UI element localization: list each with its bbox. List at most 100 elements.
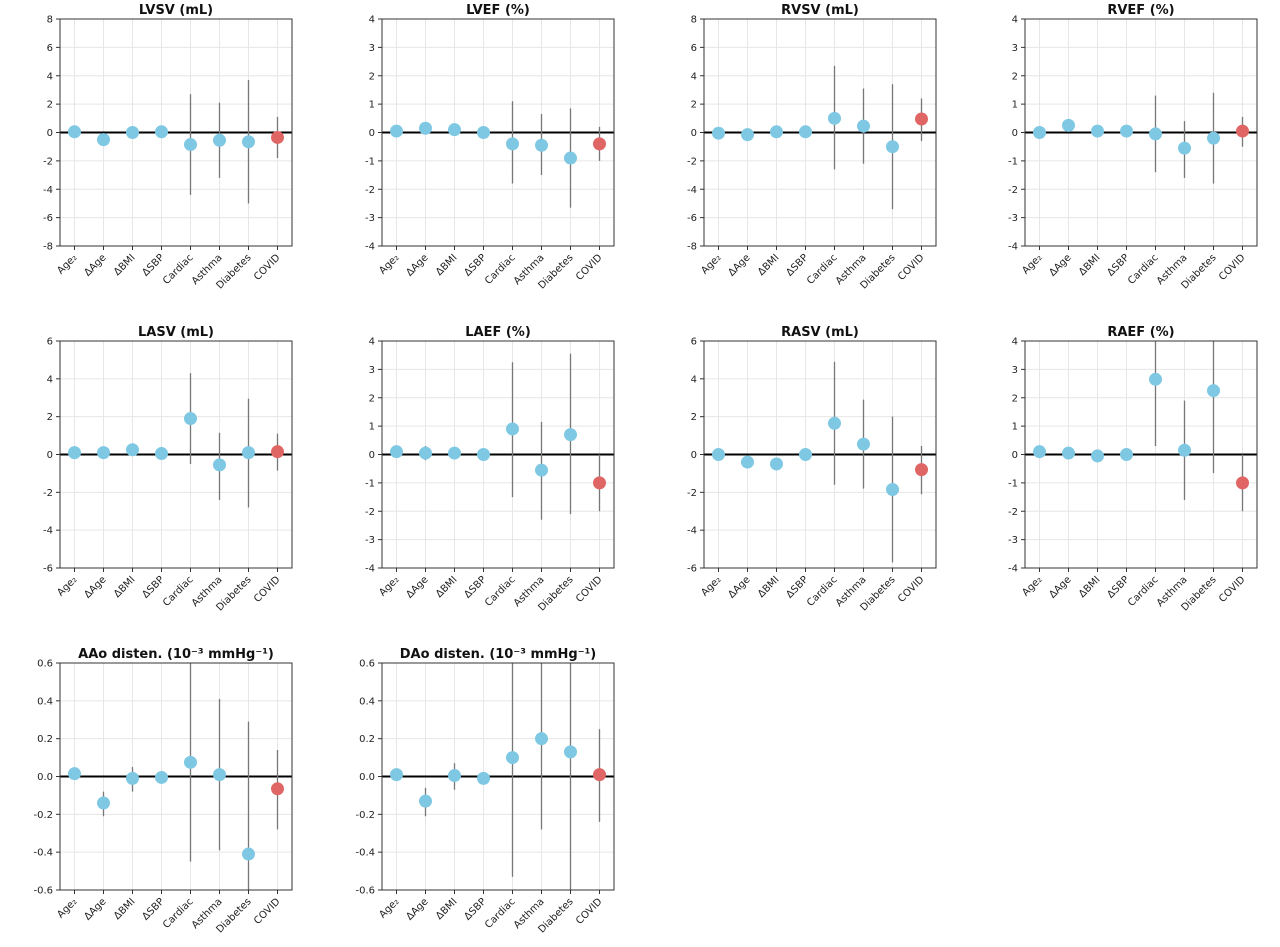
data-point xyxy=(857,437,870,451)
x-tick-label: ΔAge xyxy=(82,896,108,922)
x-tick-label: ΔSBP xyxy=(462,574,488,600)
y-tick-label: 0 xyxy=(691,128,697,139)
data-point xyxy=(564,151,577,165)
covid-point xyxy=(271,130,284,144)
y-tick-label: -6 xyxy=(43,564,53,575)
x-tick-label: ΔBMI xyxy=(112,896,138,922)
data-point xyxy=(535,732,548,746)
data-point xyxy=(126,126,139,139)
y-tick-label: -6 xyxy=(43,213,53,224)
panel-title: RASV (mL) xyxy=(781,325,859,340)
x-tick-label: ΔSBP xyxy=(1105,252,1131,278)
y-tick-label: -0.2 xyxy=(33,810,53,821)
y-tick-label: 0.2 xyxy=(37,734,53,745)
data-point xyxy=(242,847,255,861)
y-tick-label: -3 xyxy=(365,535,375,546)
data-point xyxy=(741,128,754,142)
y-tick-label: 3 xyxy=(369,365,375,376)
y-tick-label: 1 xyxy=(369,422,375,433)
y-tick-label: -3 xyxy=(365,213,375,224)
panel-5: LASV (mL) -6 -4 -2 0 2 4 6 Age₂ ΔAge ΔBMI ΔSBPCardi… xyxy=(43,325,293,614)
data-point xyxy=(477,126,490,139)
x-tick-label: ΔSBP xyxy=(462,896,488,922)
x-tick-label: ΔSBP xyxy=(784,574,810,600)
x-tick-label: Age₂ xyxy=(55,896,79,920)
x-tick-label: ΔAge xyxy=(1047,574,1073,600)
y-tick-label: -0.6 xyxy=(33,886,53,897)
data-point xyxy=(419,446,432,460)
x-tick-label: Age₂ xyxy=(55,574,79,598)
y-tick-label: 3 xyxy=(369,43,375,54)
x-tick-label: COVID xyxy=(1217,574,1248,605)
covid-point xyxy=(593,768,606,782)
y-tick-label: -2 xyxy=(43,488,53,499)
x-tick-label: ΔAge xyxy=(82,252,108,278)
covid-point xyxy=(593,476,606,490)
data-point xyxy=(506,751,519,765)
data-point xyxy=(799,125,812,139)
panel-title: LVSV (mL) xyxy=(139,3,213,18)
axes-frame xyxy=(381,662,615,891)
y-tick-label: 2 xyxy=(47,100,53,111)
x-tick-label: Age₂ xyxy=(377,252,401,276)
x-tick-label: ΔBMI xyxy=(112,574,138,600)
y-tick-label: 0.4 xyxy=(37,696,53,707)
data-point xyxy=(242,446,255,460)
y-tick-label: 2 xyxy=(1012,71,1018,82)
data-point xyxy=(770,125,783,139)
data-point xyxy=(213,458,226,472)
data-point xyxy=(886,140,899,154)
data-point xyxy=(390,124,403,138)
y-tick-label: 1 xyxy=(1012,100,1018,111)
covid-point xyxy=(1236,124,1249,138)
data-point xyxy=(828,416,841,430)
panel-3: RVSV (mL) -8 -6 -4 -2 0 2 4 6 8 Age₂ ΔAge ΔBMI ΔSBPCa… xyxy=(687,3,937,292)
y-tick-label: -4 xyxy=(365,242,375,253)
x-tick-label: COVID xyxy=(574,896,605,927)
data-point xyxy=(448,123,461,137)
y-tick-label: -3 xyxy=(1008,535,1018,546)
y-tick-label: -1 xyxy=(365,156,375,167)
y-tick-label: 0 xyxy=(1012,450,1018,461)
y-tick-label: -0.2 xyxy=(355,810,375,821)
panel-6: LAEF (%) -4 -3 -2 -1 0 1 2 3 4 Age₂ ΔAge ΔBMI ΔSBPCar… xyxy=(365,325,615,614)
data-point xyxy=(1062,446,1075,460)
x-tick-label: Age₂ xyxy=(699,574,723,598)
y-tick-label: 2 xyxy=(47,412,53,423)
x-tick-label: ΔAge xyxy=(404,574,430,600)
y-tick-label: 4 xyxy=(369,15,375,26)
x-tick-label: Cardiac xyxy=(1126,252,1161,287)
x-tick-label: Cardiac xyxy=(161,252,196,287)
y-tick-label: 3 xyxy=(1012,43,1018,54)
y-tick-label: -4 xyxy=(1008,564,1018,575)
y-tick-label: -3 xyxy=(1008,213,1018,224)
x-tick-label: COVID xyxy=(896,252,927,283)
x-tick-label: Cardiac xyxy=(805,252,840,287)
x-tick-label: ΔBMI xyxy=(112,252,138,278)
y-tick-label: 6 xyxy=(47,43,53,54)
data-point xyxy=(68,767,81,781)
y-tick-label: -2 xyxy=(365,507,375,518)
data-point xyxy=(535,463,548,477)
x-tick-label: COVID xyxy=(1217,252,1248,283)
y-tick-label: -0.4 xyxy=(33,848,53,859)
panel-8: RAEF (%) -4 -3 -2 -1 0 1 2 3 4 Age₂ ΔAge ΔBMI ΔSBPCar… xyxy=(1008,325,1258,614)
x-tick-label: Cardiac xyxy=(483,252,518,287)
x-tick-label: ΔBMI xyxy=(434,252,460,278)
data-point xyxy=(126,771,139,785)
axes-frame xyxy=(1024,18,1258,247)
panel-4: RVEF (%) -4 -3 -2 -1 0 1 2 3 4 Age₂ ΔAge ΔBMI ΔSBPCar… xyxy=(1008,3,1258,292)
axes-frame xyxy=(59,18,293,247)
axes-frame xyxy=(59,662,293,891)
data-point xyxy=(506,137,519,151)
panel-10: DAo disten. (10⁻³ mmHg⁻¹) -0.6 -0.4 -0.2 0.0… xyxy=(355,647,615,936)
x-tick-label: COVID xyxy=(252,252,283,283)
y-tick-label: 2 xyxy=(369,393,375,404)
x-tick-label: Age₂ xyxy=(55,252,79,276)
data-point xyxy=(68,446,81,460)
y-tick-label: 4 xyxy=(369,337,375,348)
y-tick-label: -6 xyxy=(687,213,697,224)
x-tick-label: ΔBMI xyxy=(756,574,782,600)
data-point xyxy=(1120,124,1133,138)
data-point xyxy=(448,769,461,783)
